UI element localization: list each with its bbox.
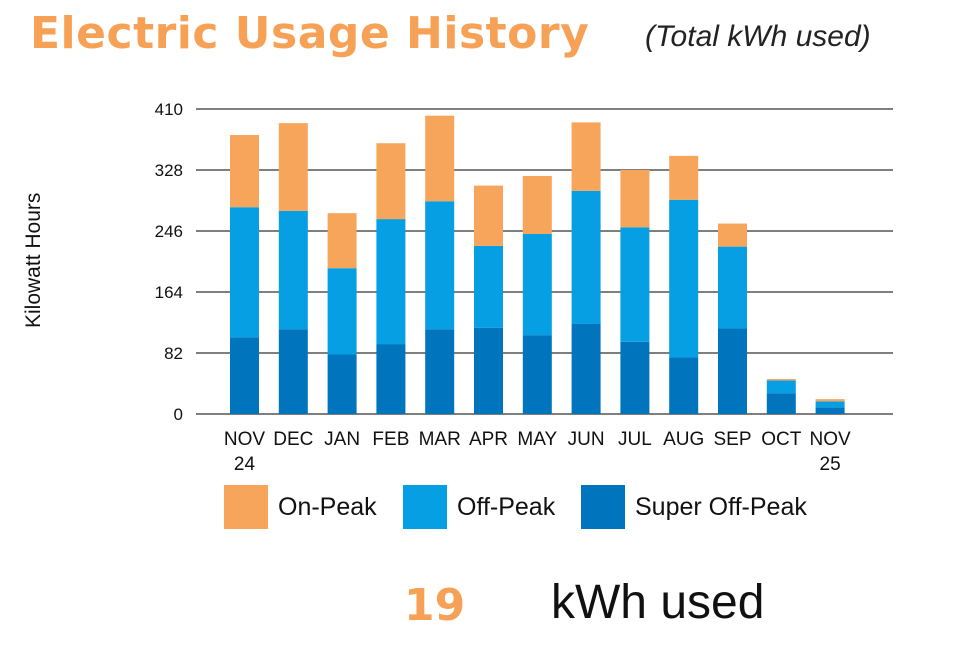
- bar-mar-super-off-peak: [425, 329, 455, 414]
- bar-dec-off-peak: [278, 210, 308, 330]
- bar-jan-on-peak: [327, 213, 357, 269]
- legend-label-super-off-peak: Super Off-Peak: [635, 492, 807, 521]
- bar-jul-off-peak: [620, 227, 650, 342]
- bar-aug-off-peak: [669, 199, 699, 358]
- chart-subtitle: (Total kWh used): [645, 20, 871, 53]
- y-tick-label-328: 328: [155, 161, 183, 180]
- bar-may-off-peak: [522, 233, 552, 336]
- legend-swatch-on-peak: [224, 485, 268, 529]
- chart-title: Electric Usage History: [30, 8, 590, 59]
- bar-aug-super-off-peak: [669, 357, 699, 414]
- bar-mar-off-peak: [425, 201, 455, 330]
- bar-dec-super-off-peak: [278, 329, 308, 414]
- x-tick-label-may: MAY: [517, 429, 557, 450]
- bar-nov-24-off-peak: [230, 207, 259, 338]
- x-tick-label-jul: JUL: [618, 429, 652, 450]
- bar-apr-on-peak: [474, 185, 503, 246]
- bar-sep-off-peak: [718, 246, 747, 329]
- legend-swatch-super-off-peak: [581, 485, 625, 529]
- y-tick-label-164: 164: [155, 283, 183, 302]
- bar-dec-on-peak: [278, 123, 308, 211]
- x-tick-label-jun: JUN: [568, 429, 605, 450]
- legend-label-off-peak: Off-Peak: [457, 492, 556, 521]
- bar-feb-on-peak: [376, 143, 406, 220]
- x-tick-label-mar: MAR: [419, 429, 461, 450]
- x-tick-label-apr: APR: [469, 429, 508, 450]
- bar-oct-on-peak: [766, 379, 796, 381]
- x-tick-label-nov-24: NOV: [224, 429, 266, 450]
- x-tick-label-nov-25: NOV: [810, 429, 852, 450]
- legend-on-peak: On-Peak: [224, 485, 377, 529]
- bar-apr-off-peak: [474, 245, 503, 328]
- bar-jan-off-peak: [327, 268, 357, 355]
- total-kwh-value: 19: [404, 580, 466, 631]
- x-tick-label-feb: FEB: [372, 429, 409, 450]
- bar-jul-super-off-peak: [620, 341, 650, 414]
- bar-may-on-peak: [522, 175, 552, 234]
- bar-jun-super-off-peak: [571, 323, 601, 414]
- bar-jan-super-off-peak: [327, 354, 357, 414]
- bar-aug-on-peak: [669, 155, 699, 200]
- y-axis-label: Kilowatt Hours: [22, 192, 45, 328]
- bar-nov-24-on-peak: [230, 135, 259, 208]
- bar-nov-25-super-off-peak: [815, 407, 845, 414]
- bar-nov-24-super-off-peak: [230, 337, 259, 414]
- bar-may-super-off-peak: [522, 335, 552, 414]
- bar-jul-on-peak: [620, 170, 650, 228]
- x-tick-label-dec: DEC: [273, 429, 313, 450]
- y-tick-label-410: 410: [155, 100, 183, 119]
- bar-jun-on-peak: [571, 122, 601, 191]
- x-tick-label-nov-24-year: 24: [234, 454, 256, 475]
- bar-jun-off-peak: [571, 190, 601, 324]
- y-tick-label-0: 0: [174, 405, 183, 424]
- y-tick-label-246: 246: [155, 222, 183, 241]
- x-tick-label-oct: OCT: [761, 429, 802, 450]
- bar-oct-super-off-peak: [766, 393, 796, 414]
- bar-nov-25-on-peak: [815, 399, 845, 402]
- x-tick-label-jan: JAN: [324, 429, 360, 450]
- legend-swatch-off-peak: [403, 485, 447, 529]
- bar-nov-25-off-peak: [815, 401, 845, 408]
- bar-sep-on-peak: [718, 223, 747, 247]
- bar-oct-off-peak: [766, 380, 796, 394]
- bar-feb-off-peak: [376, 219, 406, 345]
- legend-super-off-peak: Super Off-Peak: [581, 485, 807, 529]
- bar-apr-super-off-peak: [474, 327, 503, 414]
- bar-sep-super-off-peak: [718, 328, 747, 414]
- x-tick-label-aug: AUG: [663, 429, 704, 450]
- total-kwh-unit: kWh used: [551, 576, 765, 629]
- legend-label-on-peak: On-Peak: [278, 492, 377, 521]
- x-tick-label-sep: SEP: [713, 429, 751, 450]
- legend-off-peak: Off-Peak: [403, 485, 555, 529]
- bar-mar-on-peak: [425, 115, 455, 202]
- y-tick-label-82: 82: [164, 344, 183, 363]
- bar-feb-super-off-peak: [376, 344, 406, 414]
- x-tick-label-nov-25-year: 25: [820, 454, 841, 475]
